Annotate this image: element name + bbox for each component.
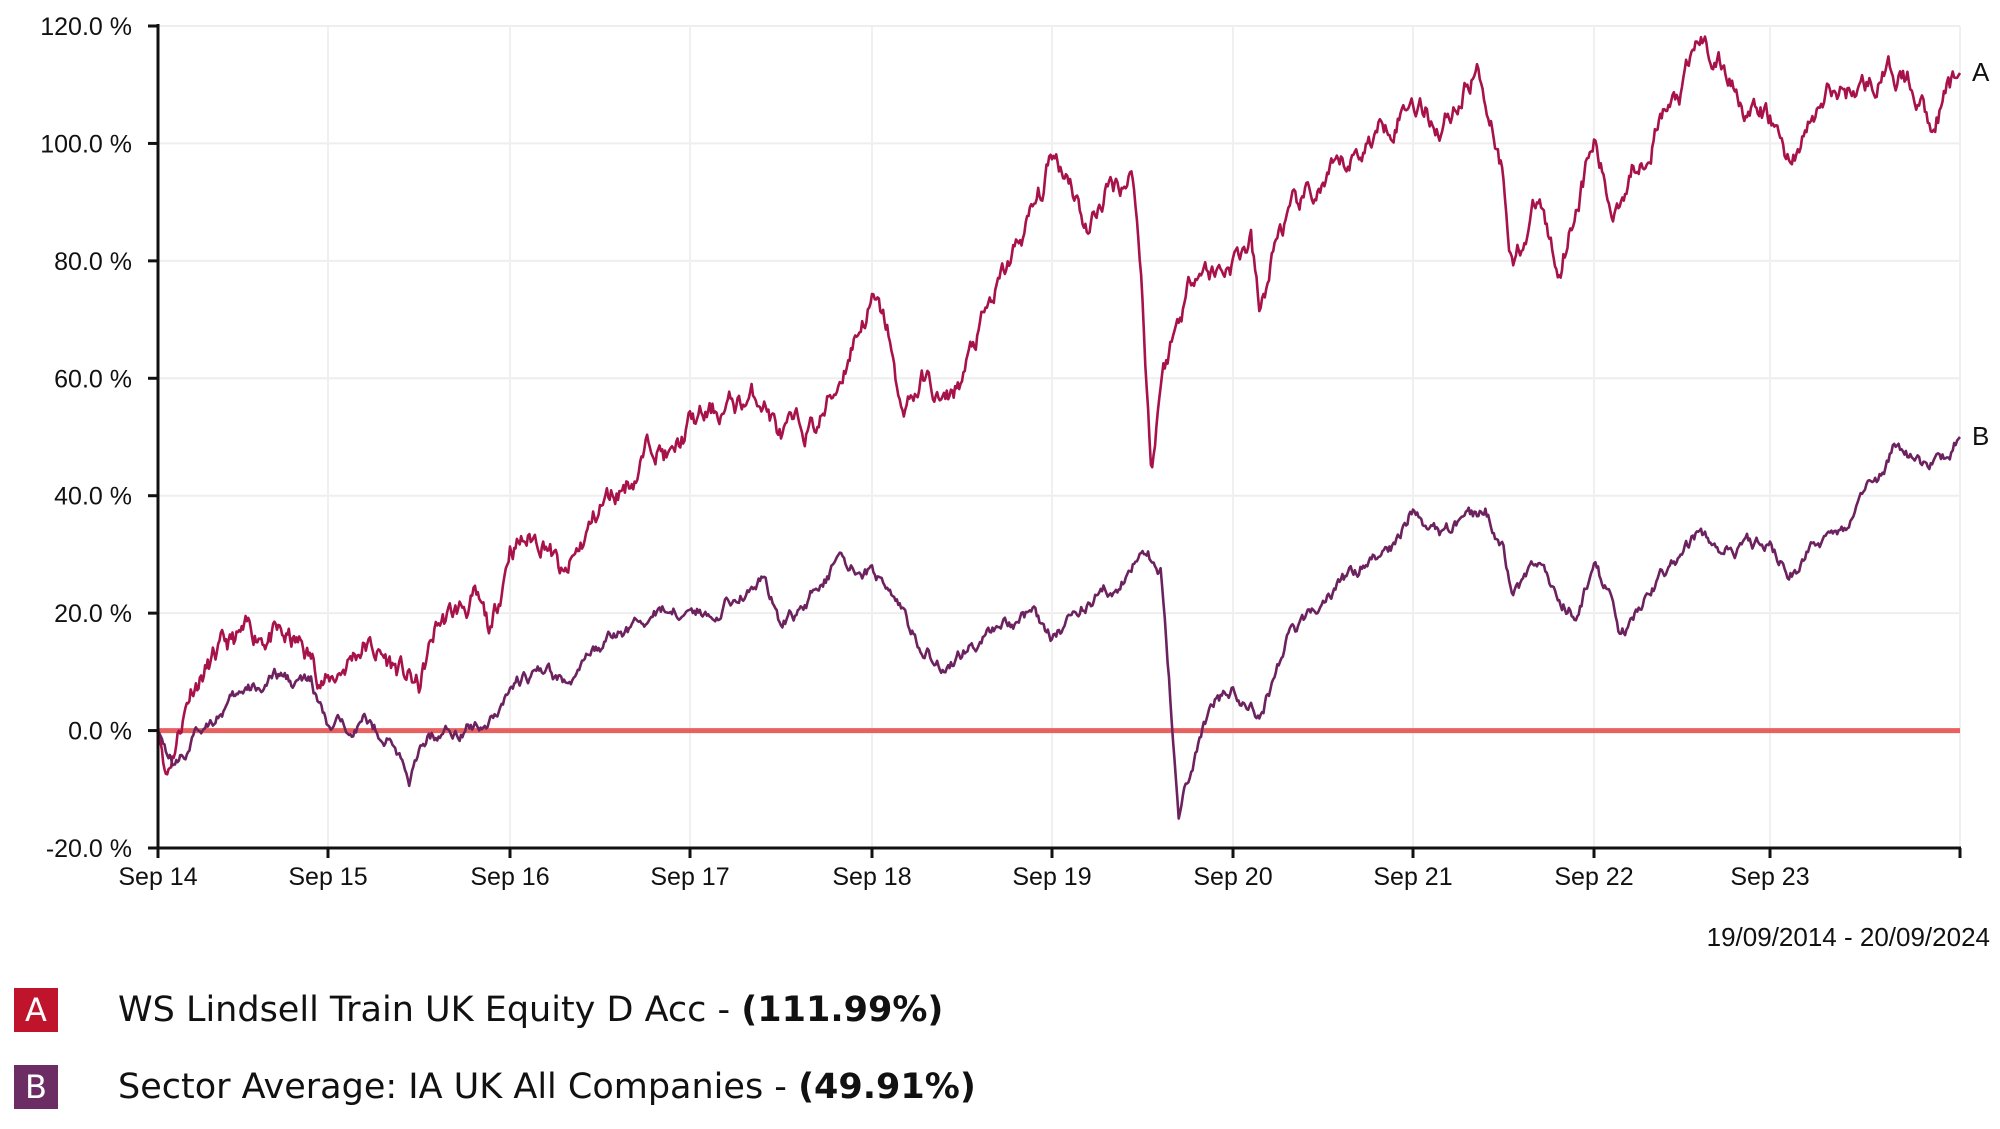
x-tick-label: Sep 20 xyxy=(1193,863,1272,891)
series-end-label-b: B xyxy=(1972,421,1989,451)
series-line-a xyxy=(156,35,1962,776)
x-tick-label: Sep 17 xyxy=(650,863,729,891)
y-tick-label: 60.0 % xyxy=(54,365,132,393)
y-tick-label: -20.0 % xyxy=(46,835,132,863)
legend-value-a: (111.99%) xyxy=(741,990,944,1030)
y-tick-label: 0.0 % xyxy=(68,718,132,746)
y-tick-label: 120.0 % xyxy=(40,13,132,41)
y-tick-label: 20.0 % xyxy=(54,600,132,628)
gridlines xyxy=(158,25,1961,849)
x-tick-label: Sep 18 xyxy=(832,863,911,891)
x-tick-label: Sep 14 xyxy=(118,863,197,891)
x-tick-label: Sep 19 xyxy=(1012,863,1091,891)
performance-chart: 120.0 % 100.0 % 80.0 % 60.0 % 40.0 % 20.0 % 0.… xyxy=(40,13,1990,891)
legend-item-a: A WS Lindsell Train UK Equity D Acc - (1… xyxy=(14,988,943,1032)
series-line-b xyxy=(156,436,1961,820)
axis-labels: 120.0 % 100.0 % 80.0 % 60.0 % 40.0 % 20.0 % 0.… xyxy=(40,13,1990,891)
legend-value-b: (49.91%) xyxy=(798,1067,976,1107)
x-tick-label: Sep 15 xyxy=(288,863,367,891)
series-lines xyxy=(156,35,1962,820)
y-tick-label: 40.0 % xyxy=(54,483,132,511)
y-tick-label: 100.0 % xyxy=(40,130,132,158)
legend-marker-a: A xyxy=(14,988,58,1032)
date-range: 19/09/2014 - 20/09/2024 xyxy=(1706,922,1990,952)
legend-item-b: B Sector Average: IA UK All Companies - … xyxy=(14,1065,976,1109)
axes xyxy=(148,24,1962,858)
y-tick-label: 80.0 % xyxy=(54,248,132,276)
x-tick-label: Sep 23 xyxy=(1730,863,1809,891)
legend-marker-b: B xyxy=(14,1065,58,1109)
x-tick-label: Sep 16 xyxy=(470,863,549,891)
legend-label-b: Sector Average: IA UK All Companies - (4… xyxy=(118,1067,976,1107)
series-end-label-a: A xyxy=(1972,57,1990,87)
x-tick-label: Sep 21 xyxy=(1373,863,1452,891)
x-tick-label: Sep 22 xyxy=(1554,863,1633,891)
legend-label-a: WS Lindsell Train UK Equity D Acc - (111… xyxy=(118,990,944,1030)
